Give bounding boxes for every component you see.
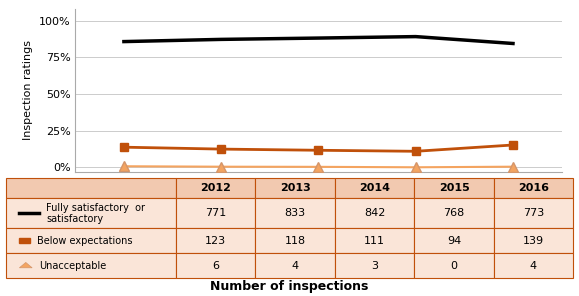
Text: 111: 111: [364, 236, 385, 245]
Polygon shape: [20, 263, 32, 268]
Bar: [415, 228, 494, 253]
Text: 123: 123: [205, 236, 226, 245]
Bar: [176, 228, 255, 253]
Bar: [415, 178, 494, 198]
Bar: [494, 228, 573, 253]
Text: 2013: 2013: [280, 183, 310, 193]
Bar: [6, 228, 176, 253]
Bar: [415, 198, 494, 228]
Y-axis label: Inspection ratings: Inspection ratings: [23, 40, 33, 140]
Text: Number of inspections: Number of inspections: [210, 280, 369, 293]
Text: 2016: 2016: [518, 183, 549, 193]
Text: 6: 6: [212, 261, 219, 271]
Bar: [255, 178, 335, 198]
Text: Fully satisfactory  or: Fully satisfactory or: [46, 203, 145, 213]
Bar: [494, 178, 573, 198]
Bar: [176, 253, 255, 278]
Text: 4: 4: [292, 261, 299, 271]
Text: 2012: 2012: [200, 183, 231, 193]
Text: 118: 118: [285, 236, 306, 245]
Bar: [335, 198, 415, 228]
Text: 773: 773: [523, 208, 544, 218]
Bar: [20, 238, 30, 243]
Bar: [6, 253, 176, 278]
Text: 0: 0: [450, 261, 457, 271]
Text: 4: 4: [530, 261, 537, 271]
Bar: [255, 228, 335, 253]
Bar: [255, 198, 335, 228]
Bar: [176, 178, 255, 198]
Text: 2014: 2014: [359, 183, 390, 193]
Text: 842: 842: [364, 208, 385, 218]
Bar: [335, 178, 415, 198]
Bar: [494, 198, 573, 228]
Bar: [176, 198, 255, 228]
Bar: [494, 253, 573, 278]
Text: 139: 139: [523, 236, 544, 245]
Text: 3: 3: [371, 261, 378, 271]
Bar: [335, 228, 415, 253]
Text: 771: 771: [205, 208, 226, 218]
Bar: [255, 253, 335, 278]
Bar: [415, 253, 494, 278]
Bar: [6, 198, 176, 228]
Text: satisfactory: satisfactory: [46, 214, 103, 224]
Text: Unacceptable: Unacceptable: [39, 261, 107, 271]
Bar: [6, 178, 176, 198]
Text: 94: 94: [447, 236, 461, 245]
Text: Below expectations: Below expectations: [37, 236, 132, 245]
Text: 833: 833: [285, 208, 306, 218]
Text: 2015: 2015: [439, 183, 470, 193]
Text: 768: 768: [444, 208, 465, 218]
Bar: [335, 253, 415, 278]
